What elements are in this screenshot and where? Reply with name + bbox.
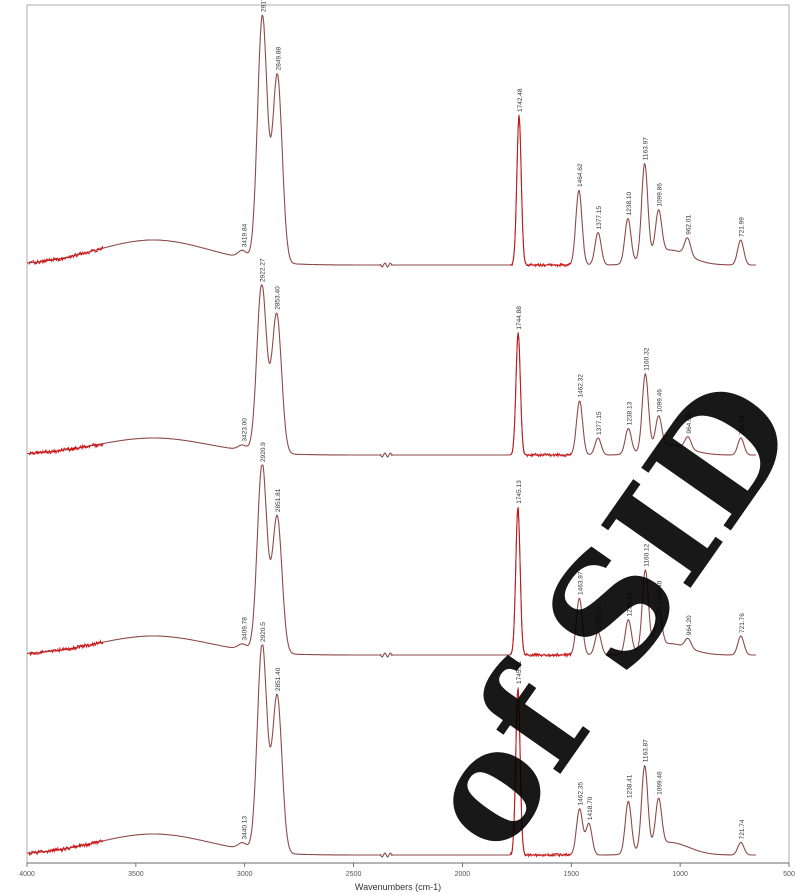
peak-label: 1462.35 xyxy=(578,782,585,806)
spectrum-noise xyxy=(509,506,572,659)
spectrum-line xyxy=(26,644,756,858)
peak-label: 964.20 xyxy=(686,615,693,635)
spectrum-2: 3423.00 2922.27 2853.40 1744.88 1462.32 1377.… xyxy=(26,258,756,459)
peak-label: 1160.32 xyxy=(643,347,650,370)
peak-label: 721.74 xyxy=(739,819,746,839)
peak-label: 3419.84 xyxy=(242,223,249,247)
spectrum-4: 3440.13 2920.5 2851.40 1745.11 1462.351418.7… xyxy=(26,622,756,858)
x-tick-label: 4000 xyxy=(19,871,35,878)
peak-label: 1163.87 xyxy=(643,739,650,762)
peak-label: 1099.46 xyxy=(657,771,664,795)
peak-label: 1238.13 xyxy=(626,401,633,425)
spectrum-line xyxy=(26,284,756,458)
x-tick-label: 2000 xyxy=(455,871,471,878)
peak-label: 1099.46 xyxy=(657,389,664,413)
peak-label: 2851.40 xyxy=(275,667,282,691)
peak-label: 1418.70 xyxy=(587,796,594,820)
peak-label: 1463.97 xyxy=(577,571,584,595)
peak-label: 962.01 xyxy=(686,215,693,235)
x-tick-label: 1500 xyxy=(563,871,579,878)
peak-label: 3440.13 xyxy=(242,816,249,840)
peak-label: 721.74 xyxy=(739,415,746,435)
peak-label: 1377.15 xyxy=(596,411,603,435)
peak-label: 2917.8 xyxy=(260,0,267,12)
x-tick-label: 500 xyxy=(783,871,795,878)
peak-label: 1377.01 xyxy=(596,605,603,629)
peak-label: 1099.86 xyxy=(657,183,664,207)
peak-label: 1742.48 xyxy=(517,88,524,112)
x-tick-label: 2500 xyxy=(346,871,362,878)
x-tick-label: 3000 xyxy=(237,871,253,878)
peak-label: 2851.81 xyxy=(275,488,282,512)
peak-label: 2853.40 xyxy=(275,286,282,310)
spectrum-line xyxy=(27,464,756,658)
spectrum-noise xyxy=(509,332,572,459)
x-tick-label: 3500 xyxy=(128,871,144,878)
spectrum-noise xyxy=(29,638,104,657)
spectra-group: 3419.84 2917.8 2849.88 1742.48 1464.62 1377.1… xyxy=(26,0,756,858)
peak-label: 2849.88 xyxy=(275,47,282,71)
x-ticks-group: 4000 3500 3000 2500 2000 1500 1000 500 xyxy=(19,863,795,878)
peak-label: 3423.00 xyxy=(242,418,249,442)
spectrum-noise xyxy=(28,245,104,265)
peak-label: 1160.12 xyxy=(643,543,650,566)
peak-label: 1745.11 xyxy=(516,661,523,684)
peak-label: 2922.27 xyxy=(260,258,267,282)
peak-label: 1377.15 xyxy=(596,206,603,230)
peak-label: 964.68 xyxy=(686,413,693,433)
x-axis-title: Wavenumbers (cm-1) xyxy=(355,882,441,892)
spectrum-noise xyxy=(28,838,104,857)
spectrum-3: 3409.78 2920.9 2851.81 1745.13 1463.97 1377.0… xyxy=(27,442,756,659)
peak-label: 721.99 xyxy=(739,217,746,237)
peak-label: 3409.78 xyxy=(242,617,249,641)
spectrum-noise xyxy=(510,115,572,268)
peak-label: 1238.10 xyxy=(626,192,633,216)
peak-label: 1464.62 xyxy=(577,163,584,187)
peak-label: 1163.97 xyxy=(643,137,650,160)
peak-label: 2920.5 xyxy=(260,622,267,642)
peak-label: 1462.32 xyxy=(578,374,585,398)
spectrum-line xyxy=(27,14,756,268)
peak-label: 721.76 xyxy=(739,613,746,633)
spectrum-1: 3419.84 2917.8 2849.88 1742.48 1464.62 1377.1… xyxy=(27,0,756,268)
peak-label: 1238.33 xyxy=(626,593,633,617)
peak-label: 1099.40 xyxy=(657,580,664,604)
peak-label: 1745.13 xyxy=(516,480,523,504)
peak-label: 1238.41 xyxy=(626,774,633,798)
peak-label: 1744.88 xyxy=(516,306,523,330)
spectrum-noise xyxy=(28,442,104,456)
x-tick-label: 1000 xyxy=(672,871,688,878)
peak-label: 2920.9 xyxy=(260,442,267,462)
spectrum-noise xyxy=(509,688,572,858)
